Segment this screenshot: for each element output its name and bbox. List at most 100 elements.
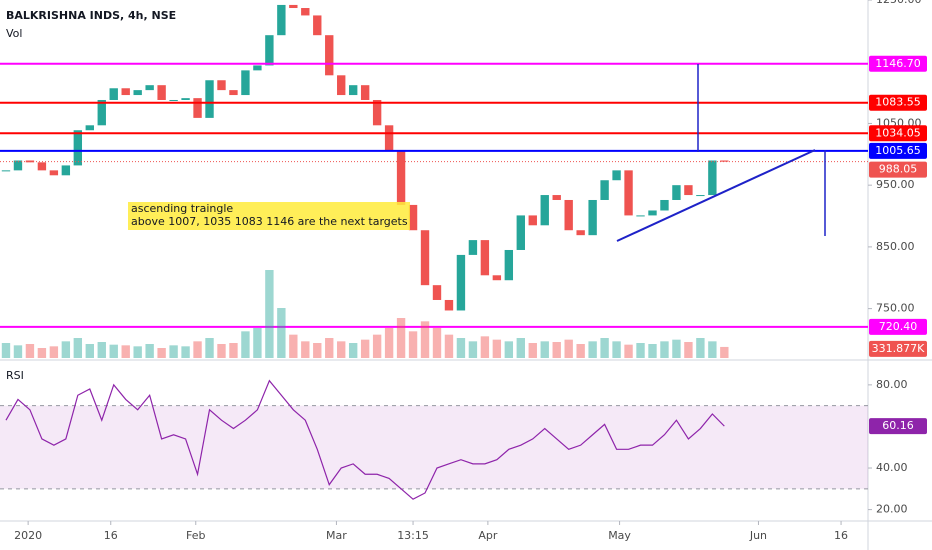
rsi-last-label: 60.16	[882, 419, 914, 432]
volume-bar	[384, 328, 394, 358]
x-tick-label: Mar	[326, 529, 347, 542]
candle	[229, 90, 238, 96]
candle	[516, 215, 525, 250]
candle	[109, 88, 118, 100]
y-tick-label: 750.00	[876, 302, 915, 315]
candle	[444, 299, 454, 311]
y-tick-label: 80.00	[876, 378, 908, 391]
last-price-label-box	[869, 161, 927, 178]
trend-line	[616, 149, 816, 242]
rsi-title: RSI	[6, 369, 24, 382]
level-label-box	[869, 55, 927, 72]
level-label: 1034.05	[875, 126, 921, 139]
candle	[337, 75, 346, 96]
candle	[384, 125, 394, 150]
volume-bar	[684, 342, 693, 358]
candle	[420, 230, 430, 286]
candle	[217, 80, 226, 91]
x-tick-label: 16	[834, 529, 848, 542]
volume-bar	[157, 348, 166, 358]
volume-bar	[468, 341, 478, 358]
candle	[181, 98, 190, 100]
candle	[313, 15, 322, 36]
rsi-band	[0, 405, 868, 489]
volume-bar	[672, 339, 681, 358]
volume-bar	[636, 343, 645, 358]
annotation-text: ascending traingle	[131, 202, 233, 215]
volume-bar	[289, 334, 298, 358]
volume-bar	[504, 341, 514, 358]
x-tick-label: Jun	[749, 529, 767, 542]
candle	[301, 8, 310, 16]
candle	[49, 170, 59, 176]
volume-bar	[540, 341, 549, 358]
level-label: 1083.55	[875, 96, 921, 109]
candle	[145, 85, 154, 91]
candle	[456, 254, 466, 311]
volume-bar	[301, 341, 310, 358]
volume-bar	[720, 346, 729, 358]
volume-bar	[109, 344, 118, 358]
candle	[325, 35, 334, 76]
volume-bar	[85, 344, 94, 358]
candle	[660, 199, 669, 211]
annotation-box	[128, 202, 410, 230]
candle	[576, 230, 585, 236]
volume-bar	[73, 338, 83, 358]
candle	[480, 240, 490, 276]
volume-bar	[408, 331, 418, 358]
volume-bar	[205, 338, 214, 358]
volume-bar	[121, 345, 130, 358]
candle	[193, 98, 202, 118]
volume-bar	[612, 341, 621, 358]
candle	[121, 88, 130, 96]
y-tick-label: 850.00	[876, 240, 915, 253]
level-label-box	[869, 318, 927, 335]
candle	[360, 85, 370, 100]
volume-bar	[552, 342, 561, 358]
level-label: 720.40	[879, 320, 918, 333]
level-label: 1146.70	[875, 57, 921, 70]
x-tick-label: Apr	[478, 529, 498, 542]
candle	[348, 85, 358, 96]
volume-bar	[145, 344, 154, 358]
volume-bar	[133, 346, 142, 358]
volume-bar	[49, 346, 59, 358]
candle	[540, 195, 549, 226]
volume-bar	[516, 338, 525, 358]
candle	[624, 170, 633, 216]
volume-bar	[277, 308, 286, 358]
level-label-box	[869, 142, 927, 159]
x-tick-label: 13:15	[397, 529, 429, 542]
candle	[241, 70, 250, 96]
candle	[672, 185, 681, 200]
volume-bar	[588, 341, 597, 358]
candle	[588, 199, 597, 236]
volume-bar	[456, 338, 466, 358]
volume-bar	[480, 336, 490, 358]
candle	[61, 165, 71, 176]
volume-bar	[696, 338, 705, 358]
volume-bar	[576, 344, 585, 358]
volume-bar	[492, 339, 502, 358]
volume-bar	[241, 331, 250, 358]
volume-bar	[61, 341, 71, 358]
volume-bar	[420, 321, 430, 358]
y-tick-label: 1250.00	[876, 0, 922, 6]
last-price-label: 988.05	[879, 163, 918, 176]
symbol-title: BALKRISHNA INDS, 4h, NSE	[6, 9, 176, 22]
rsi-last-label-box	[869, 418, 927, 435]
y-tick-label: 40.00	[876, 461, 908, 474]
volume-bar	[229, 343, 238, 358]
candle	[564, 199, 573, 231]
candle	[600, 180, 609, 200]
y-tick-label: 950.00	[876, 178, 915, 191]
candle	[97, 99, 106, 126]
volume-bar	[360, 339, 370, 358]
volume-bar	[708, 341, 717, 358]
volume-bar	[97, 342, 106, 358]
level-label-box	[869, 94, 927, 111]
